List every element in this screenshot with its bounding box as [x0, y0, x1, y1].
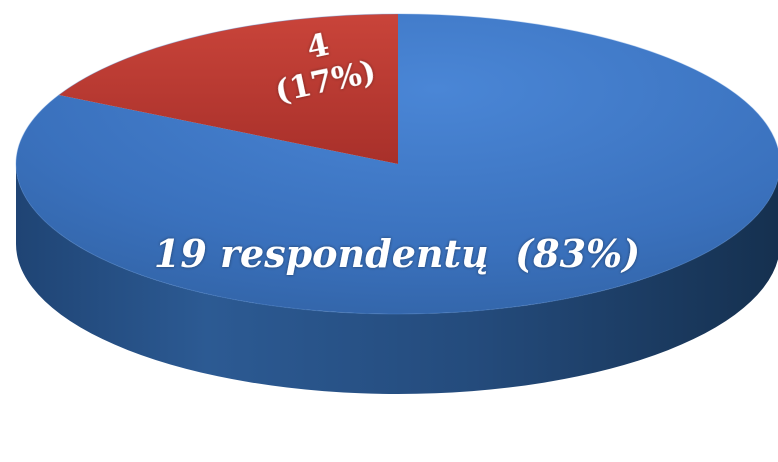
slice-label-respondents: 19 respondentų (83%) [154, 231, 640, 276]
pie-slice-respondents [16, 14, 778, 314]
pie-slice-side-respondents [16, 164, 778, 394]
pie-top-rim [15, 13, 778, 315]
pie-slice-other [58, 14, 398, 164]
